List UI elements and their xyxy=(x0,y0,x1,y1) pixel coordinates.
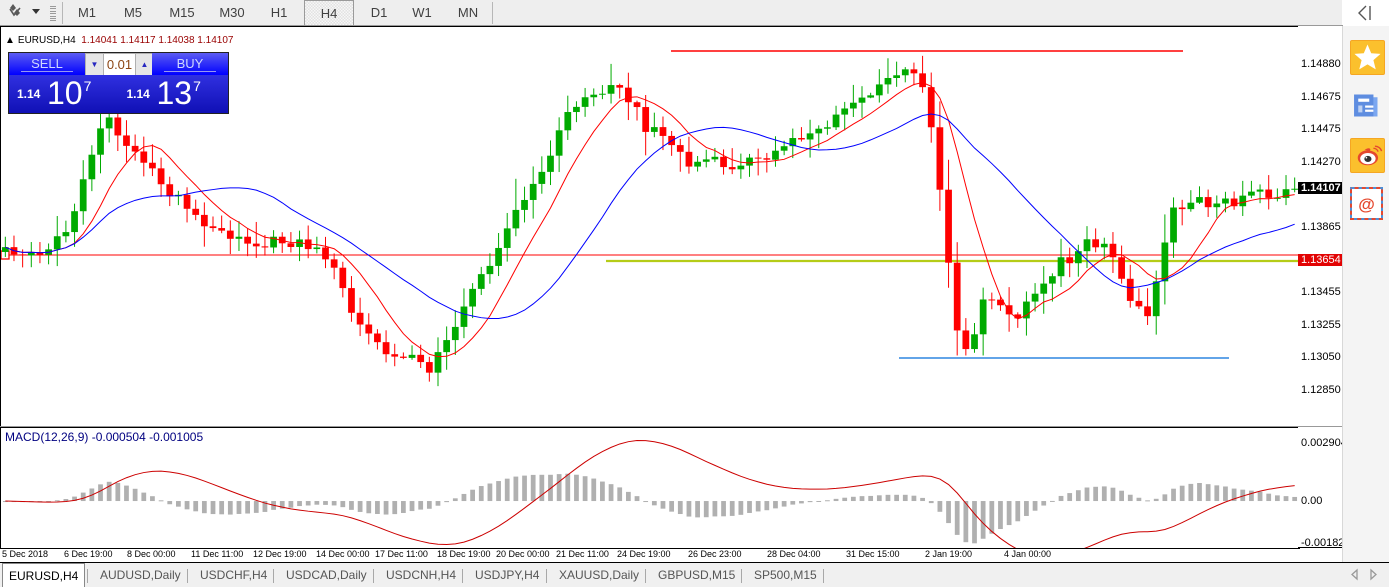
svg-text:@: @ xyxy=(1358,195,1375,214)
